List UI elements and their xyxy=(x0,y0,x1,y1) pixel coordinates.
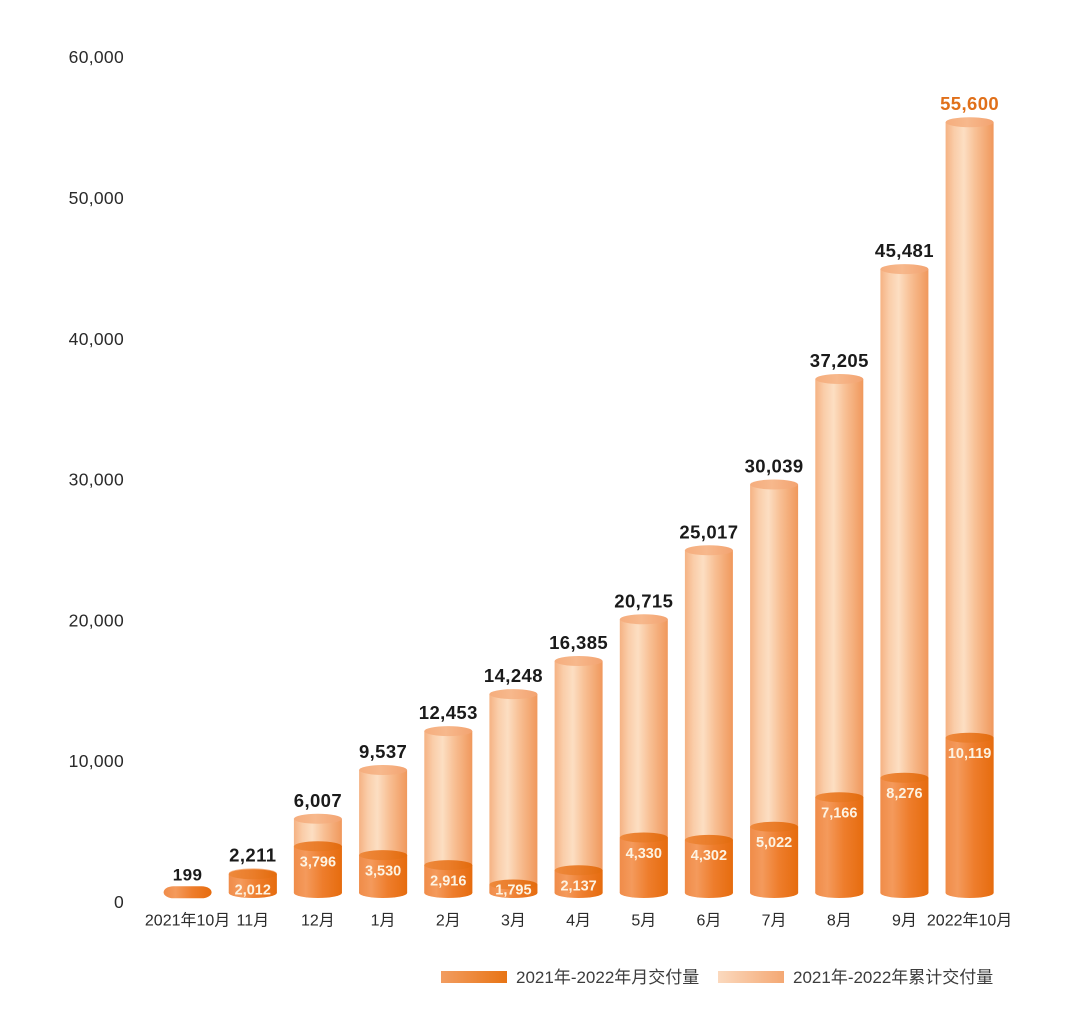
svg-text:7,166: 7,166 xyxy=(821,806,857,822)
svg-text:6月: 6月 xyxy=(696,913,721,930)
svg-text:4,302: 4,302 xyxy=(691,848,727,864)
svg-text:20,715: 20,715 xyxy=(614,590,673,611)
svg-text:9,537: 9,537 xyxy=(359,741,407,762)
svg-text:30,000: 30,000 xyxy=(69,470,124,490)
svg-text:2021年-2022年月交付量: 2021年-2022年月交付量 xyxy=(516,968,699,987)
svg-text:2021年10月: 2021年10月 xyxy=(145,912,230,930)
svg-text:199: 199 xyxy=(173,866,203,885)
svg-text:5月: 5月 xyxy=(631,913,656,930)
svg-text:8,276: 8,276 xyxy=(886,786,922,802)
svg-text:2,137: 2,137 xyxy=(560,879,596,895)
svg-text:7月: 7月 xyxy=(762,913,787,930)
svg-text:4,330: 4,330 xyxy=(626,846,662,862)
svg-text:20,000: 20,000 xyxy=(69,610,124,630)
svg-text:30,039: 30,039 xyxy=(745,456,804,477)
svg-text:1月: 1月 xyxy=(371,913,396,930)
svg-text:10,000: 10,000 xyxy=(69,751,124,771)
svg-text:16,385: 16,385 xyxy=(549,632,608,653)
svg-text:2,211: 2,211 xyxy=(229,844,276,865)
svg-text:3,796: 3,796 xyxy=(300,855,336,871)
svg-text:37,205: 37,205 xyxy=(810,350,869,371)
svg-text:9月: 9月 xyxy=(892,913,917,930)
svg-text:12,453: 12,453 xyxy=(419,702,478,723)
svg-text:45,481: 45,481 xyxy=(875,240,934,261)
svg-text:10,119: 10,119 xyxy=(948,746,992,762)
svg-text:5,022: 5,022 xyxy=(756,835,792,851)
svg-text:2月: 2月 xyxy=(436,913,461,930)
svg-text:4月: 4月 xyxy=(566,913,591,930)
svg-text:0: 0 xyxy=(114,892,124,912)
svg-text:2021年-2022年累计交付量: 2021年-2022年累计交付量 xyxy=(793,968,993,987)
svg-text:2,916: 2,916 xyxy=(430,873,466,889)
svg-text:6,007: 6,007 xyxy=(294,790,342,811)
svg-text:11月: 11月 xyxy=(236,913,269,930)
svg-text:12月: 12月 xyxy=(301,913,335,930)
svg-text:50,000: 50,000 xyxy=(69,188,124,208)
svg-text:1,795: 1,795 xyxy=(495,883,531,899)
svg-text:3,530: 3,530 xyxy=(365,863,401,879)
svg-text:60,000: 60,000 xyxy=(69,47,124,67)
svg-text:25,017: 25,017 xyxy=(679,521,738,542)
svg-text:40,000: 40,000 xyxy=(69,329,124,349)
svg-text:55,600: 55,600 xyxy=(940,93,999,114)
svg-text:3月: 3月 xyxy=(501,913,526,930)
svg-text:2,012: 2,012 xyxy=(235,883,271,899)
svg-text:14,248: 14,248 xyxy=(484,665,543,686)
svg-text:2022年10月: 2022年10月 xyxy=(927,912,1012,930)
svg-text:8月: 8月 xyxy=(827,913,852,930)
